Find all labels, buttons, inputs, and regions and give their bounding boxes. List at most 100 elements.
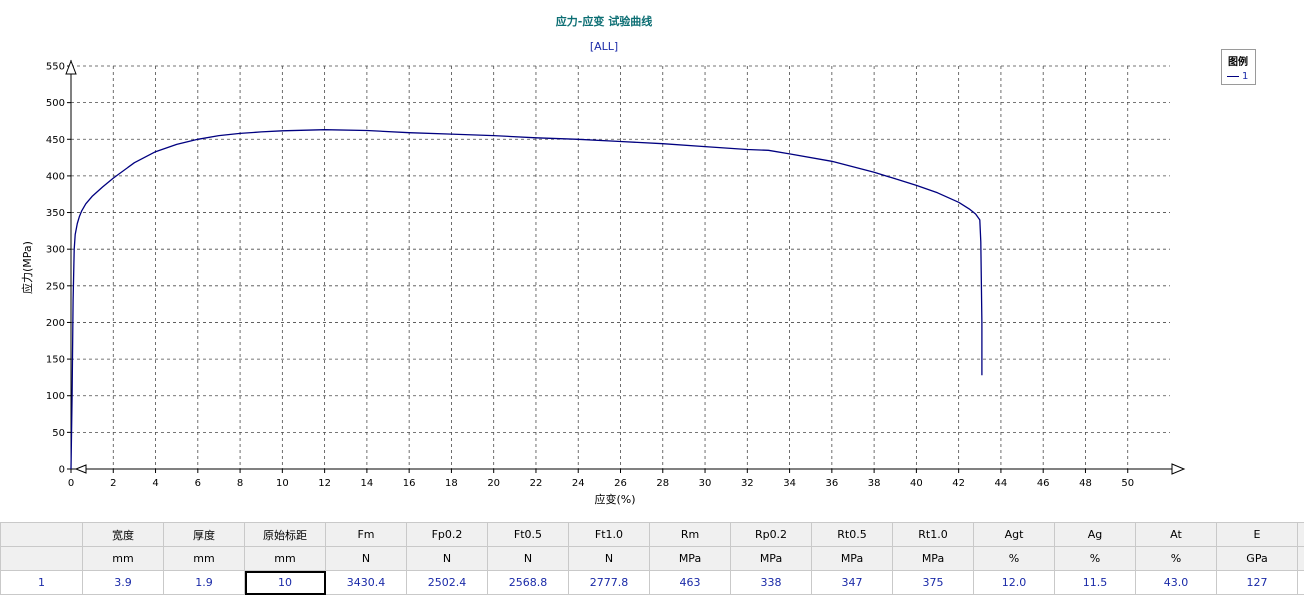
table-header-row: 宽度 厚度 原始标距 Fm Fp0.2 Ft0.5 Ft1.0 Rm Rp0.2… [0, 522, 1304, 547]
table-unit-row: mm mm mm N N N N MPa MPa MPa MPa % % % G… [0, 546, 1304, 571]
unit-cell: mm [163, 546, 245, 571]
table-cell[interactable]: 127 [1216, 570, 1298, 595]
table-cell[interactable]: 12.0 [973, 570, 1055, 595]
x-tick-label: 38 [868, 478, 881, 489]
column-header[interactable]: Fm [325, 522, 407, 547]
x-tick-label: 28 [656, 478, 669, 489]
table-cell[interactable]: 2502.4 [406, 570, 488, 595]
unit-cell: MPa [649, 546, 731, 571]
unit-cell: MPa [892, 546, 974, 571]
legend-label: 1 [1242, 71, 1249, 82]
x-tick-label: 50 [1121, 478, 1134, 489]
x-tick-label: 6 [195, 478, 201, 489]
legend-swatch [1227, 75, 1239, 77]
x-axis-label: 应变(%) [594, 492, 635, 506]
legend-item: 1 [1227, 71, 1248, 82]
column-header[interactable]: Rp0.2 [730, 522, 812, 547]
x-tick-label: 14 [361, 478, 374, 489]
table-tail [1297, 546, 1304, 571]
column-header[interactable]: Agt [973, 522, 1055, 547]
column-header[interactable]: 宽度 [82, 522, 164, 547]
column-header[interactable]: Fp0.2 [406, 522, 488, 547]
table-cell-selected[interactable]: 10 [244, 570, 326, 595]
chart-title: 应力-应变 试验曲线 [555, 15, 653, 28]
x-tick-label: 20 [487, 478, 500, 489]
x-tick-label: 46 [1037, 478, 1050, 489]
x-tick-label: 30 [699, 478, 712, 489]
x-tick-label: 22 [530, 478, 543, 489]
x-tick-label: 48 [1079, 478, 1092, 489]
unit-cell: % [1054, 546, 1136, 571]
corner-cell [0, 546, 83, 571]
table-row[interactable]: 1 3.9 1.9 10 3430.4 2502.4 2568.8 2777.8… [0, 570, 1304, 595]
column-header[interactable]: Rm [649, 522, 731, 547]
unit-cell: MPa [730, 546, 812, 571]
table-tail [1297, 570, 1304, 595]
table-cell[interactable]: 375 [892, 570, 974, 595]
unit-cell: N [568, 546, 650, 571]
table-cell[interactable]: 2777.8 [568, 570, 650, 595]
x-tick-label: 34 [783, 478, 796, 489]
x-tick-label: 10 [276, 478, 289, 489]
y-tick-label: 300 [46, 245, 65, 256]
y-tick-label: 400 [46, 171, 65, 182]
y-tick-label: 550 [46, 62, 65, 73]
chart-subtitle: [ALL] [589, 40, 619, 53]
x-tick-label: 26 [614, 478, 627, 489]
x-tick-label: 4 [152, 478, 158, 489]
legend: 图例 1 [1221, 49, 1256, 85]
column-header[interactable]: E [1216, 522, 1298, 547]
unit-cell: N [406, 546, 488, 571]
y-tick-label: 500 [46, 98, 65, 109]
x-axis-arrow-icon [1171, 463, 1186, 475]
unit-cell: N [325, 546, 407, 571]
y-tick-label: 50 [52, 428, 65, 439]
column-header[interactable]: At [1135, 522, 1217, 547]
chart-area: 应力-应变 试验曲线 [ALL] 0 2 4 6 8 10 12 14 16 18 20 22 24 26… [20, 15, 1256, 506]
y-tick-label: 150 [46, 355, 65, 366]
x-tick-label: 42 [952, 478, 965, 489]
y-axis-label: 应力(MPa) [20, 241, 34, 294]
column-header[interactable]: Ft1.0 [568, 522, 650, 547]
unit-cell: N [487, 546, 569, 571]
table-cell[interactable]: 338 [730, 570, 812, 595]
x-tick-label: 2 [110, 478, 116, 489]
series-line [70, 129, 983, 470]
table-cell[interactable]: 3.9 [82, 570, 164, 595]
x-tick-label: 12 [318, 478, 331, 489]
table-cell[interactable]: 463 [649, 570, 731, 595]
x-tick-label: 40 [910, 478, 923, 489]
unit-cell: % [1135, 546, 1217, 571]
column-header[interactable]: 原始标距 [244, 522, 326, 547]
column-header[interactable]: Rt0.5 [811, 522, 893, 547]
unit-cell: MPa [811, 546, 893, 571]
stress-strain-chart: 0 2 4 6 8 10 12 14 16 18 20 22 24 26 28 30 32 34 36 38 40 42 4… [20, 59, 1186, 506]
table-cell[interactable]: 3430.4 [325, 570, 407, 595]
table-tail [1297, 522, 1304, 547]
table-cell[interactable]: 1.9 [163, 570, 245, 595]
column-header[interactable]: 厚度 [163, 522, 245, 547]
column-header[interactable]: Rt1.0 [892, 522, 974, 547]
x-tick-label: 44 [995, 478, 1008, 489]
x-tick-label: 32 [741, 478, 754, 489]
table-cell[interactable]: 347 [811, 570, 893, 595]
column-header[interactable]: Ag [1054, 522, 1136, 547]
row-number[interactable]: 1 [0, 570, 83, 595]
y-tick-label: 200 [46, 318, 65, 329]
y-tick-label: 100 [46, 391, 65, 402]
unit-cell: % [973, 546, 1055, 571]
column-header[interactable]: Ft0.5 [487, 522, 569, 547]
x-tick-label: 8 [237, 478, 243, 489]
origin-marker-icon [74, 464, 87, 474]
corner-cell [0, 522, 83, 547]
y-tick-label: 450 [46, 135, 65, 146]
table-cell[interactable]: 11.5 [1054, 570, 1136, 595]
unit-cell: mm [82, 546, 164, 571]
table-cell[interactable]: 43.0 [1135, 570, 1217, 595]
y-tick-label: 350 [46, 208, 65, 219]
x-tick-label: 36 [825, 478, 838, 489]
x-tick-label: 16 [403, 478, 416, 489]
x-tick-label: 18 [445, 478, 458, 489]
table-cell[interactable]: 2568.8 [487, 570, 569, 595]
y-tick-label: 250 [46, 281, 65, 292]
